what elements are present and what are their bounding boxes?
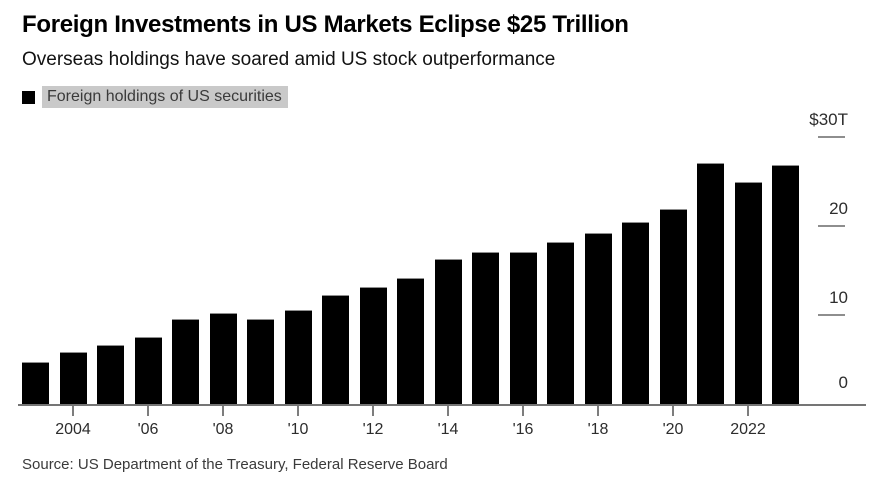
bar-2004 [59, 352, 87, 404]
bar-2016 [509, 251, 537, 404]
x-tick-2018 [597, 406, 599, 416]
x-tick-2012 [372, 406, 374, 416]
y-tick-30 [818, 136, 845, 138]
legend-label: Foreign holdings of US securities [42, 86, 288, 108]
bar-2020 [659, 209, 687, 404]
bar-2005 [97, 345, 124, 404]
bar-2017 [547, 242, 574, 404]
y-tick-label-30: $30T [809, 110, 848, 129]
x-axis-line [18, 404, 866, 406]
bar-2013 [397, 277, 424, 404]
bar-2018 [584, 233, 612, 404]
y-tick-label-10: 10 [829, 288, 848, 307]
bar-2010 [284, 309, 312, 404]
x-tick-label-2022: 2022 [730, 421, 766, 438]
x-tick-2006 [147, 406, 149, 416]
x-tick-label-2008: '08 [212, 421, 234, 438]
bar-2023 [772, 165, 799, 404]
x-tick-label-2010: '10 [287, 421, 309, 438]
bar-2008 [209, 313, 237, 404]
x-tick-label-2014: '14 [437, 421, 459, 438]
bar-2006 [134, 337, 162, 404]
bar-2022 [734, 182, 762, 404]
bar-2011 [322, 295, 349, 404]
y-tick-10 [818, 314, 845, 316]
x-tick-2010 [297, 406, 299, 416]
x-tick-label-2018: '18 [587, 421, 609, 438]
bar-2007 [172, 318, 199, 404]
x-tick-2020 [672, 406, 674, 416]
bar-2015 [472, 251, 499, 404]
x-tick-2022 [747, 406, 749, 416]
legend-swatch-icon [22, 90, 35, 104]
x-tick-label-2004: 2004 [55, 421, 91, 438]
x-tick-2016 [522, 406, 524, 416]
x-tick-label-2012: '12 [362, 421, 384, 438]
source-note: Source: US Department of the Treasury, F… [22, 456, 448, 473]
y-tick-label-0: 0 [838, 373, 848, 392]
chart-subtitle: Overseas holdings have soared amid US st… [22, 49, 556, 70]
bar-2003 [22, 362, 49, 404]
bar-2012 [359, 287, 387, 404]
bar-2021 [697, 162, 724, 404]
legend: Foreign holdings of US securities [22, 86, 288, 108]
bar-2014 [434, 258, 462, 404]
y-tick-label-20: 20 [829, 199, 848, 218]
x-tick-2014 [447, 406, 449, 416]
x-tick-label-2020: '20 [662, 421, 684, 438]
chart-title: Foreign Investments in US Markets Eclips… [22, 11, 629, 38]
y-tick-20 [818, 225, 845, 227]
bar-2019 [622, 222, 649, 404]
x-tick-2008 [222, 406, 224, 416]
x-tick-label-2016: '16 [512, 421, 534, 438]
x-tick-label-2006: '06 [137, 421, 159, 438]
bar-2009 [247, 319, 274, 404]
x-tick-2004 [72, 406, 74, 416]
